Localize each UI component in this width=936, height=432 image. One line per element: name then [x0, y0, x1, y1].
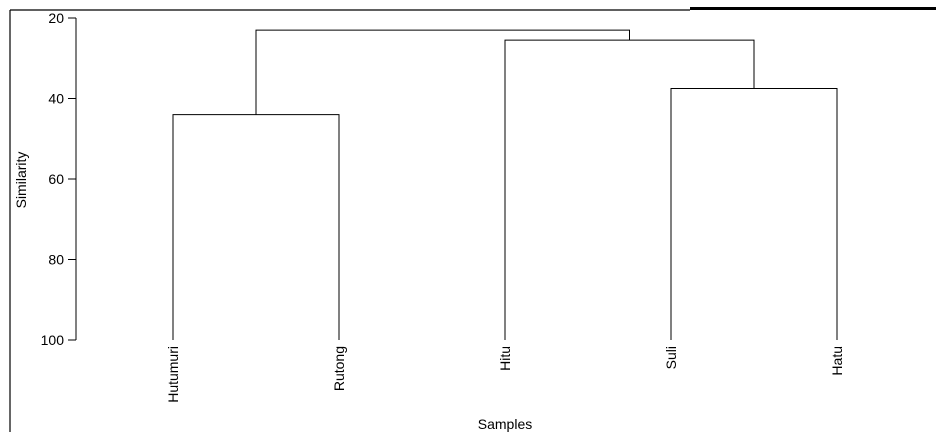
plot-frame: [9, 7, 936, 432]
dendrogram-link: [172, 114, 340, 340]
leaf-labels: Hutumuri Rutong Hitu Suli Hatu: [165, 346, 845, 403]
dendrogram-link: [255, 29, 630, 115]
leaf-label: Hatu: [829, 346, 845, 376]
y-tick-label: 20: [48, 10, 64, 26]
y-tick-label: 60: [48, 171, 64, 187]
leaf-label: Hitu: [497, 346, 513, 371]
y-tick-label: 80: [48, 252, 64, 268]
dendrogram-links: [172, 29, 838, 340]
leaf-label: Rutong: [331, 346, 347, 391]
y-axis-title: Similarity: [13, 152, 29, 209]
leaf-label: Suli: [663, 346, 679, 369]
dendrogram-link: [504, 39, 755, 340]
x-axis-title: Samples: [478, 416, 532, 432]
y-tick-label: 100: [41, 332, 65, 348]
leaf-label: Hutumuri: [165, 346, 181, 403]
y-axis-ticks: 20 40 60 80 100: [41, 10, 76, 348]
y-tick-label: 40: [48, 91, 64, 107]
dendrogram-link: [670, 87, 838, 340]
